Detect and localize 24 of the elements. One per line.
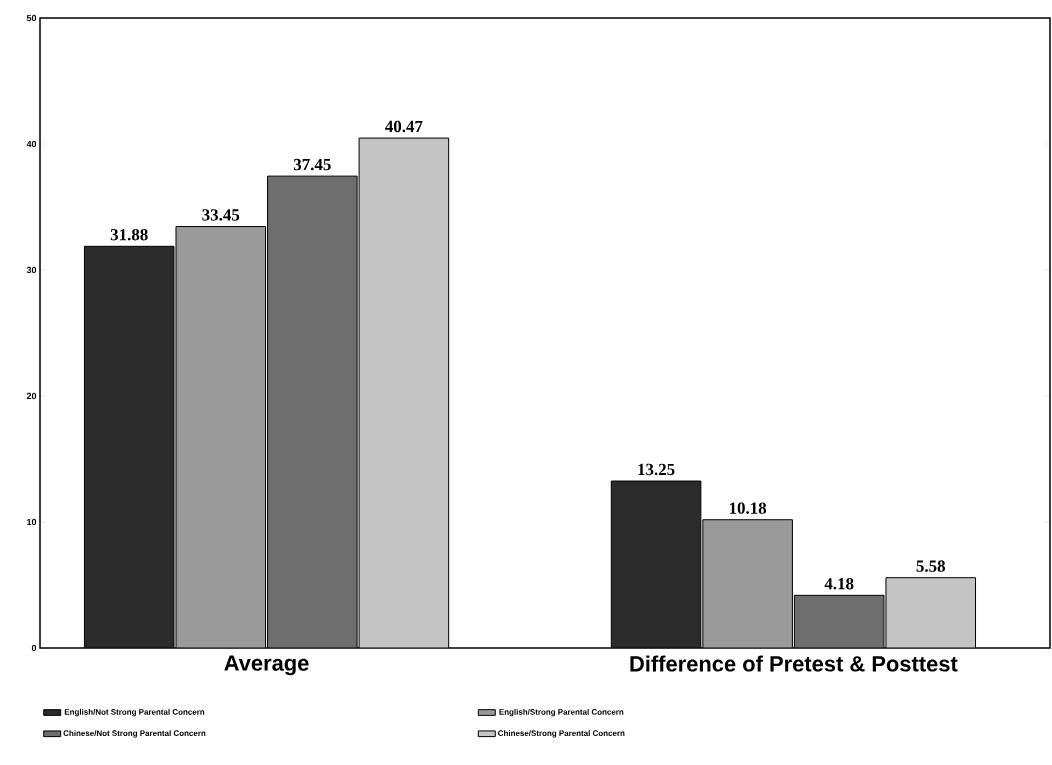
bar (610, 480, 702, 648)
data-label: 4.18 (824, 578, 854, 590)
bar (885, 577, 977, 648)
bar (175, 226, 267, 648)
data-label: 31.88 (110, 228, 148, 241)
x-tick-label: Average (224, 655, 309, 676)
bar (267, 175, 358, 648)
y-tick-label: 20 (26, 392, 37, 400)
y-tick-label: 10 (27, 518, 37, 526)
bar (793, 594, 885, 648)
y-tick-label: 40 (26, 140, 37, 148)
bar (83, 245, 175, 648)
y-tick-label: 0 (31, 644, 37, 652)
y-tick-label: 30 (26, 266, 37, 274)
bar (702, 519, 793, 648)
data-label: 5.58 (916, 560, 945, 572)
x-tick-label: Difference of Pretest & Posttest (630, 655, 958, 672)
data-label: 13.25 (638, 463, 675, 476)
data-label: 10.18 (729, 502, 767, 514)
data-label: 33.45 (202, 209, 240, 221)
data-label: 40.47 (385, 120, 423, 133)
data-label: 37.45 (293, 158, 331, 171)
bar (358, 137, 450, 648)
y-tick-label: 50 (26, 14, 37, 22)
